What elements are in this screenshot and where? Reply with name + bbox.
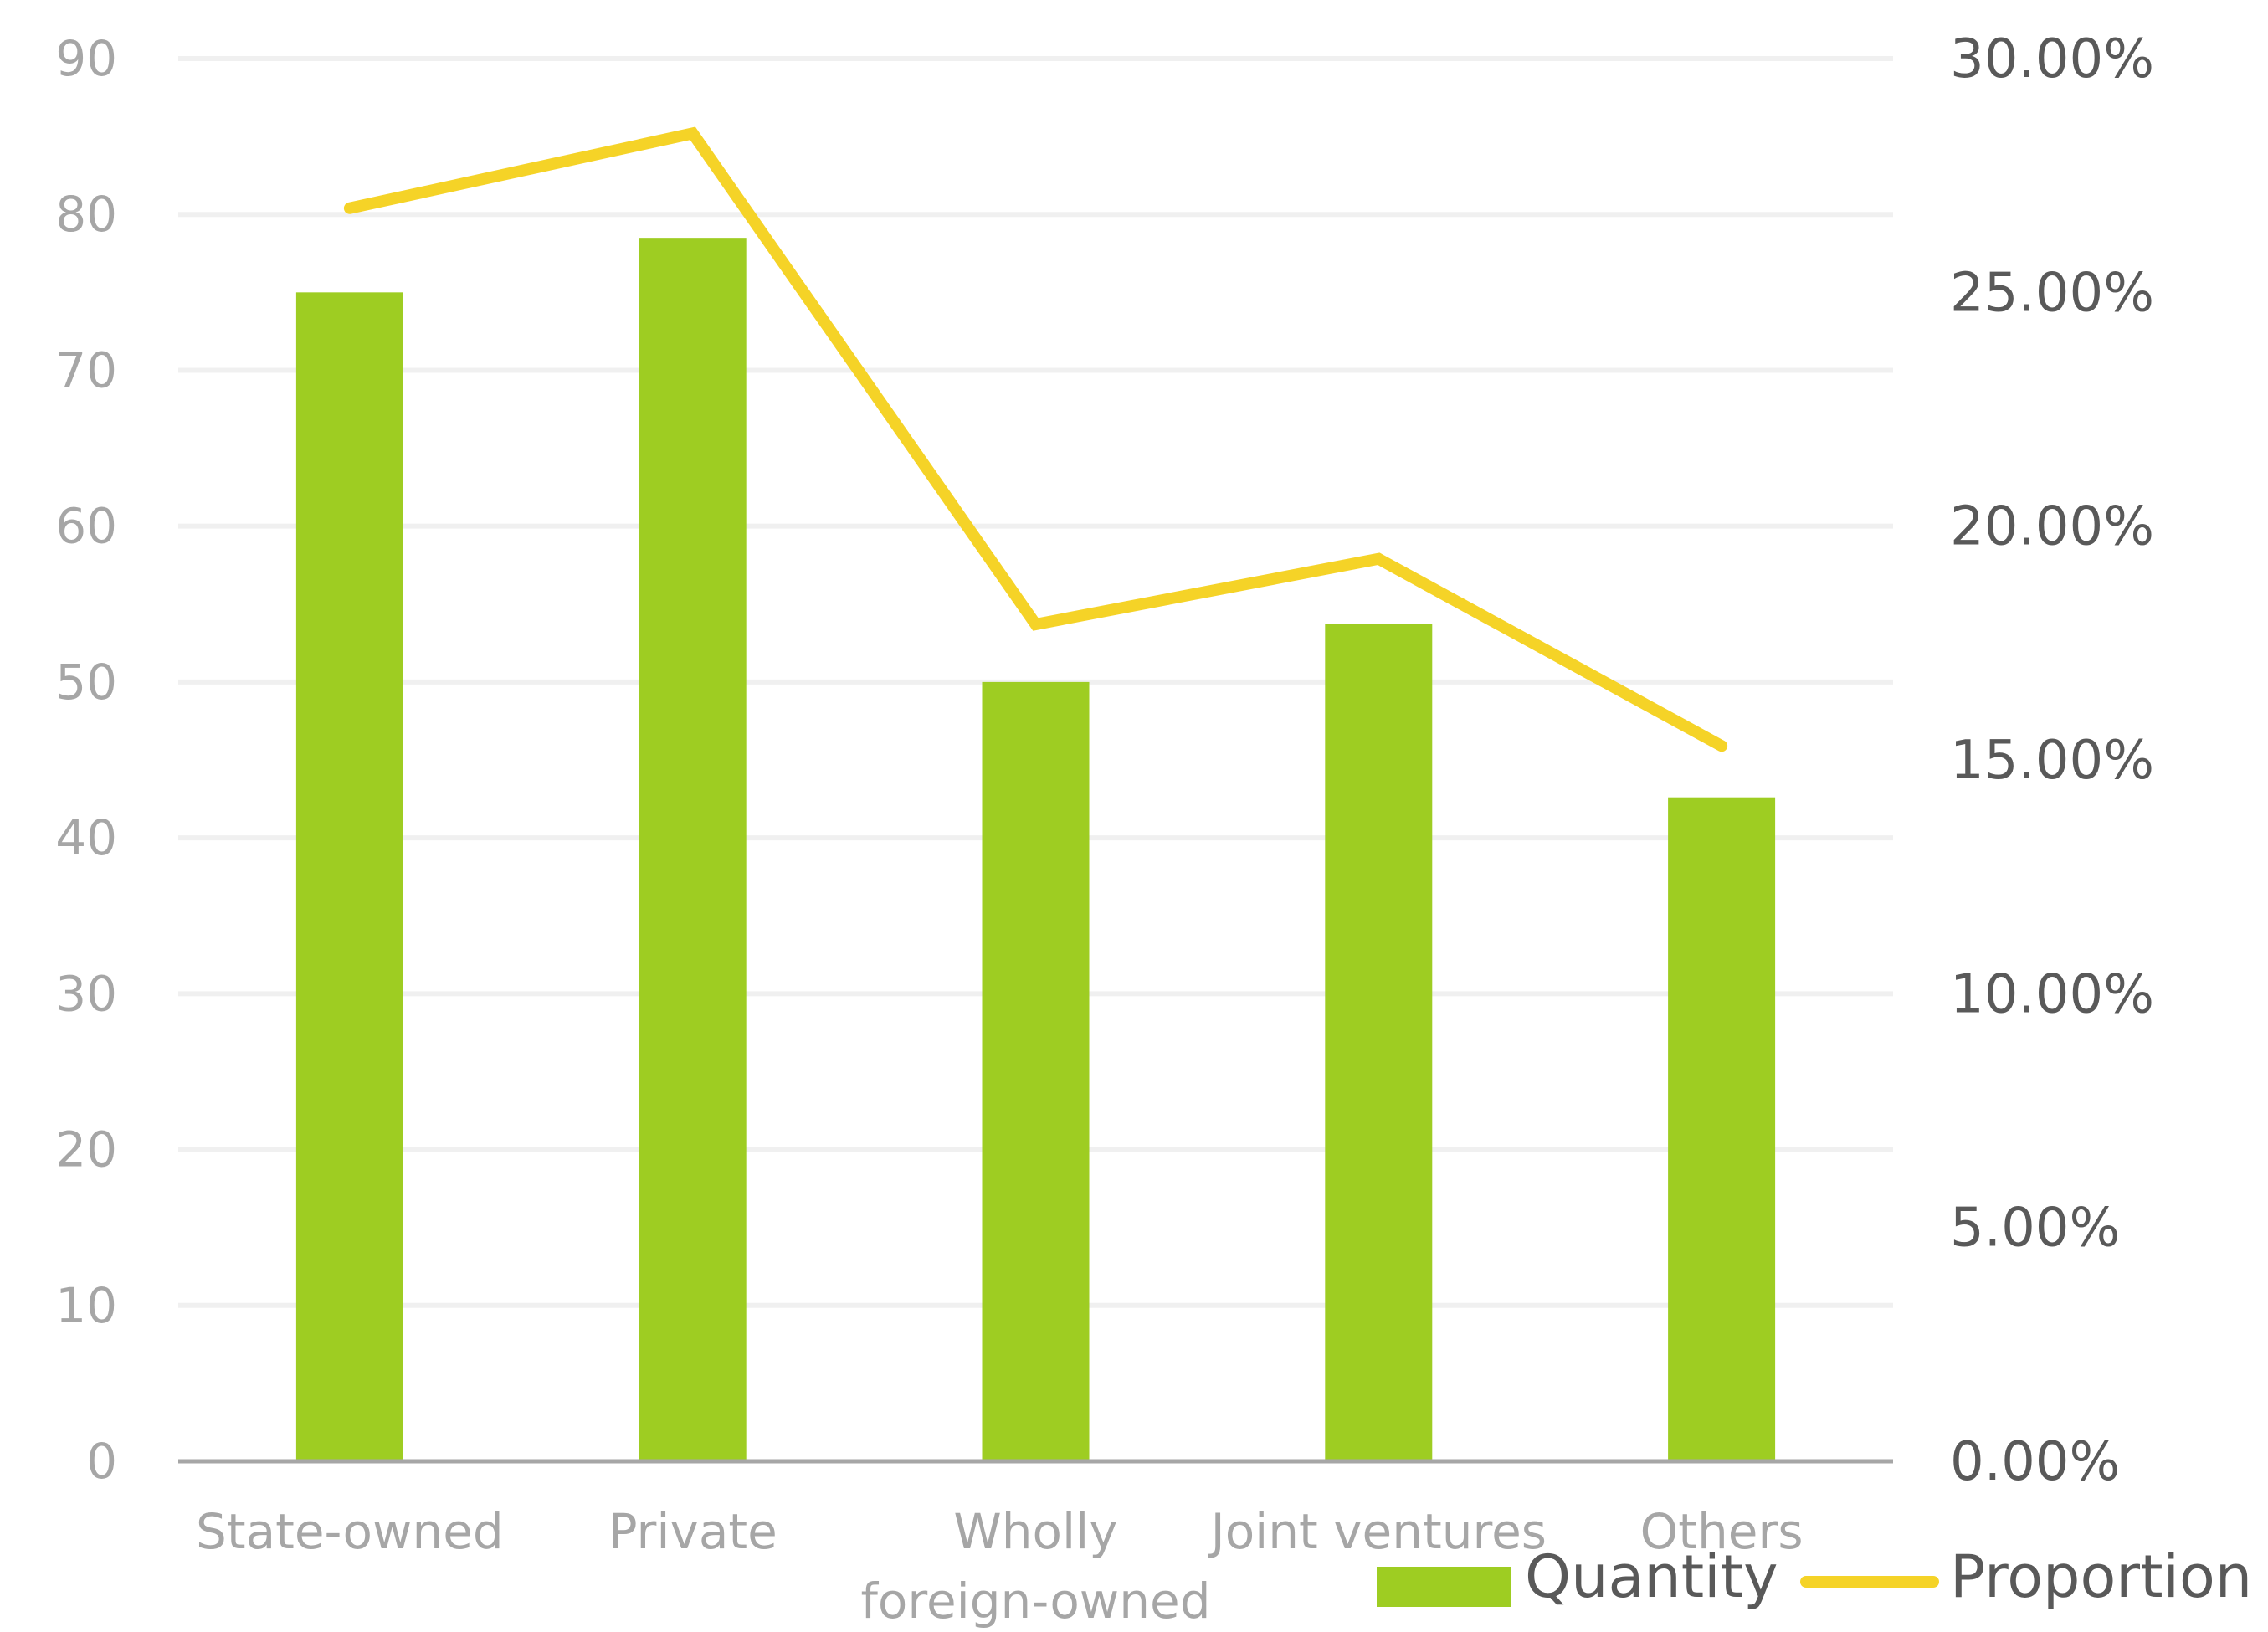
right-tick-label: 0.00% [1950,1431,2120,1493]
series-line-proportion [343,126,1728,752]
category-label: Wholly [953,1503,1117,1560]
category-label: Private [608,1503,777,1560]
left-tick-label: 40 [55,809,117,866]
bar-quantity [639,238,747,1462]
category-label: foreign-owned [860,1573,1210,1629]
left-tick-label: 70 [55,341,117,398]
right-tick-label: 25.00% [1950,262,2154,324]
left-tick-label: 60 [55,498,117,555]
left-tick-label: 20 [55,1121,117,1178]
left-tick-label: 50 [55,654,117,711]
bar-quantity [1325,624,1433,1461]
left-tick-label: 10 [55,1277,117,1334]
left-axis-ticks: 0 10 20 30 40 50 60 70 80 90 [55,30,117,1490]
category-label: Joint ventures [1208,1503,1547,1560]
legend-proportion-label: Proportion [1950,1542,2252,1611]
category-label: State-owned [196,1503,504,1560]
legend-quantity-label: Quantity [1525,1542,1778,1611]
right-tick-label: 15.00% [1950,730,2154,792]
left-tick-label: 80 [55,186,117,243]
right-tick-label: 10.00% [1950,963,2154,1025]
left-tick-label: 30 [55,965,117,1022]
bar-quantity [295,292,403,1461]
right-tick-label: 5.00% [1950,1198,2120,1260]
legend-quantity-swatch [1377,1567,1511,1607]
category-labels: State-owned Private Wholly foreign-owned Joi… [196,1503,1804,1629]
right-tick-label: 30.00% [1950,28,2154,90]
bar-quantity [982,681,1090,1461]
right-axis-ticks: 0.00% 5.00% 10.00% 15.00% 20.00% 25.00% 30.00% [1950,28,2154,1493]
right-tick-label: 20.00% [1950,496,2154,558]
quantity-bars [295,238,1776,1462]
left-tick-label: 0 [86,1433,117,1490]
bar-quantity [1668,797,1776,1461]
category-label: Others [1640,1503,1804,1560]
legend: Quantity Proportion [1377,1542,2252,1611]
left-tick-label: 90 [55,30,117,87]
proportion-line [343,126,1728,752]
